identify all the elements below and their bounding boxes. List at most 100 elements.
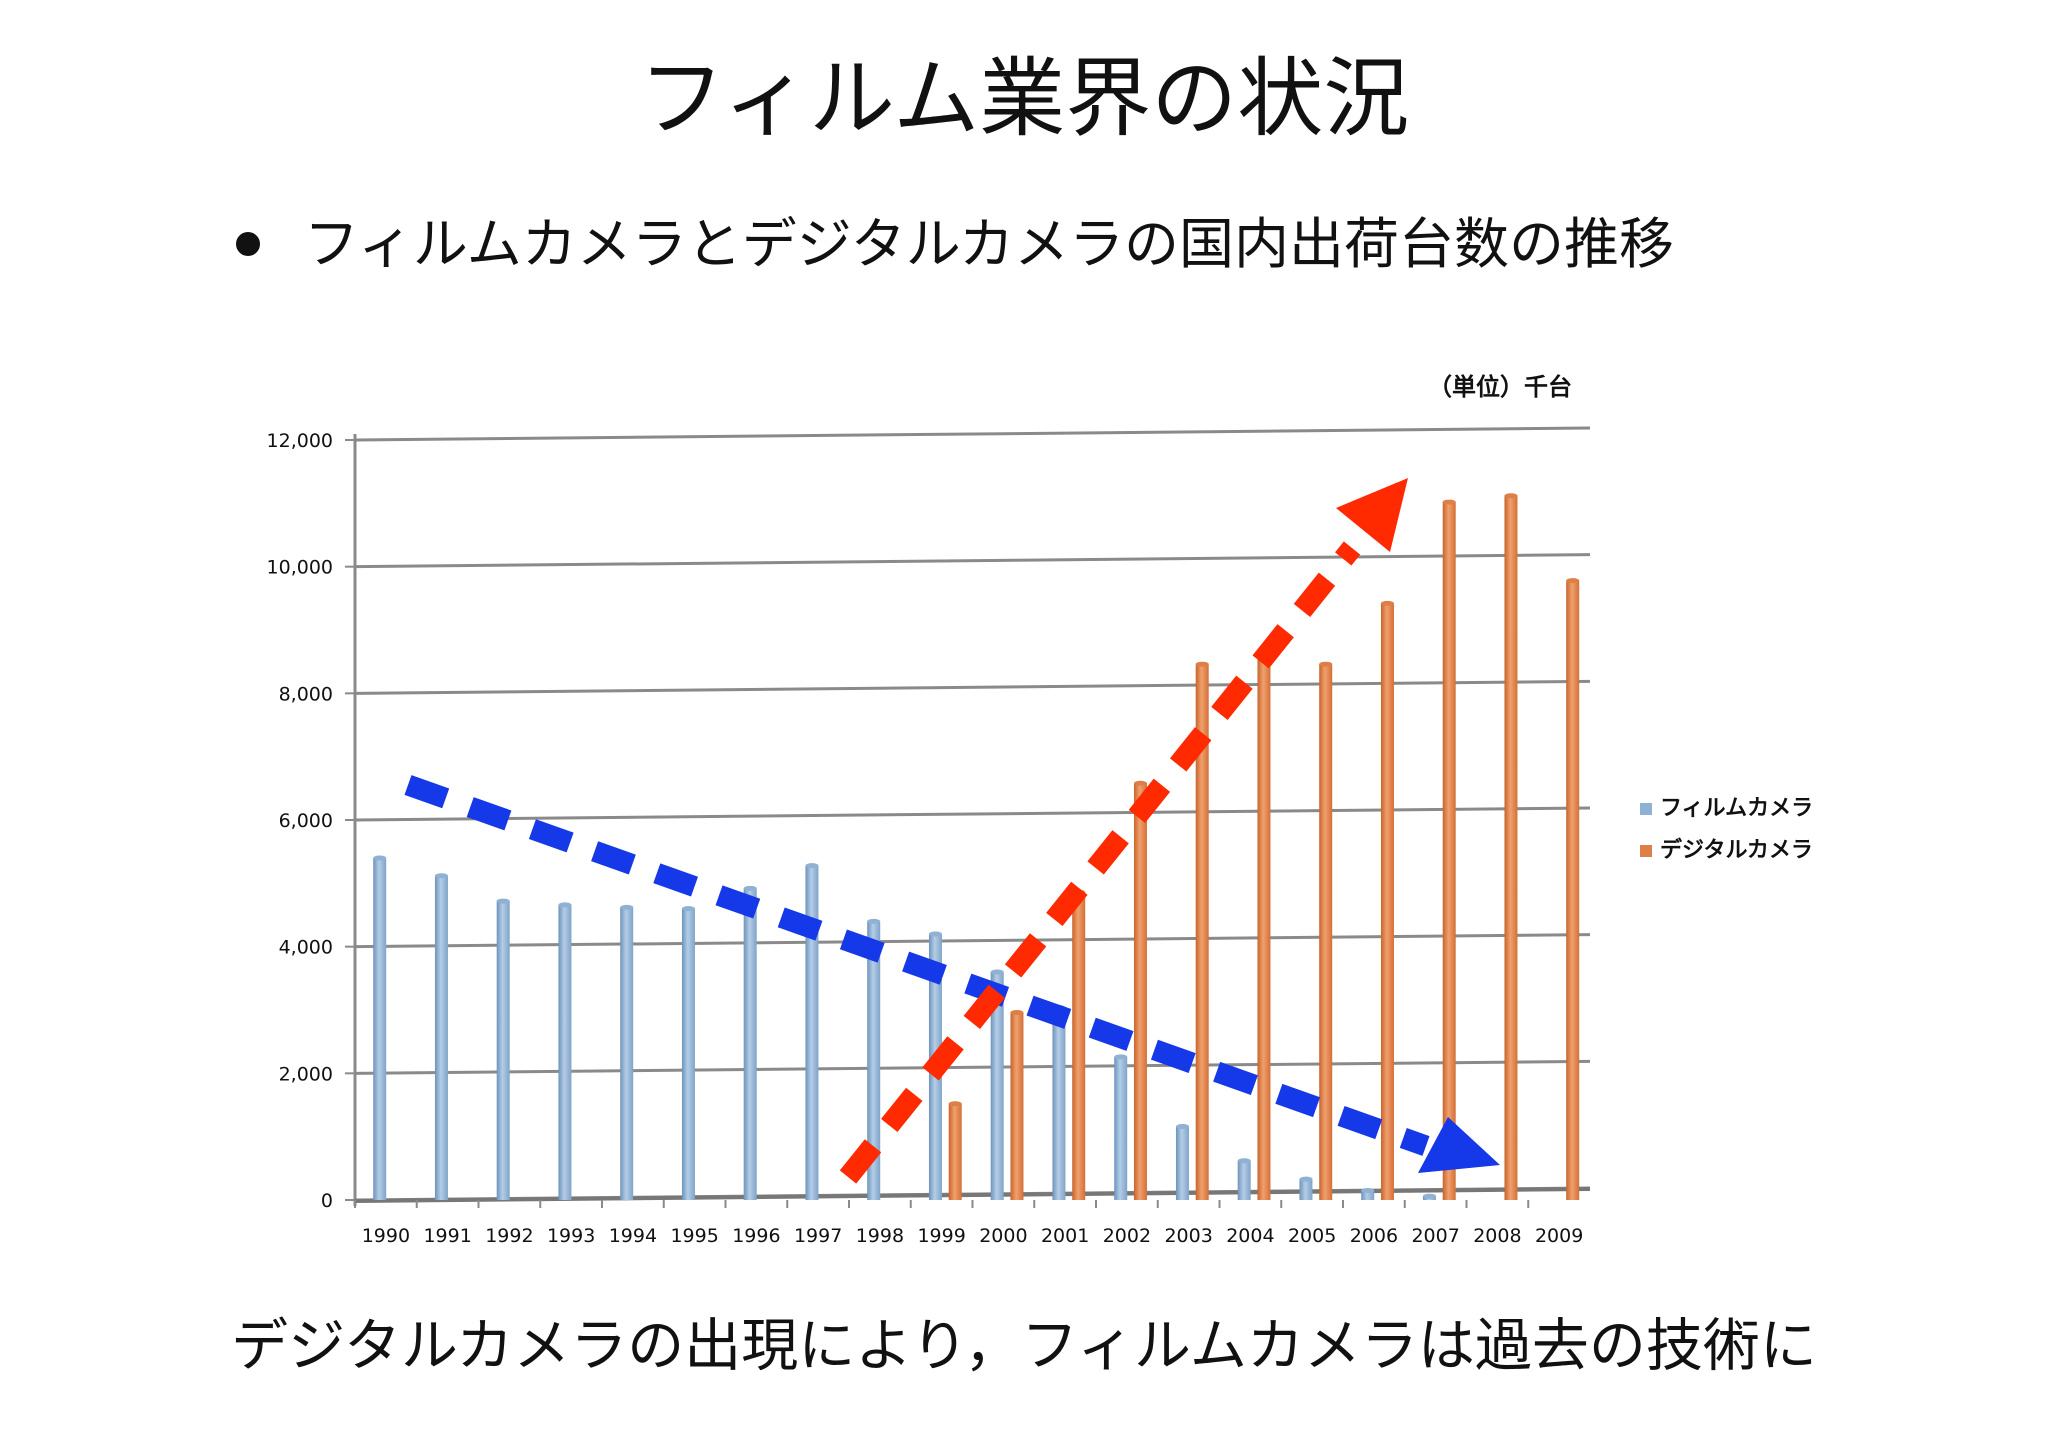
gridline [354,553,1591,569]
x-tick-label: 1997 [794,1225,842,1247]
digital-bar-2001 [1072,892,1086,1200]
legend-label-film: フィルムカメラ [1660,796,1813,821]
x-tick-label: 1993 [547,1225,595,1247]
bullet-dot [236,232,260,257]
digital-bar-cap-1999 [948,1101,962,1107]
film-bar-cap-1994 [620,904,634,910]
digital-bar-2009 [1566,580,1580,1200]
digital-growth-trend-arrow [839,541,1361,1184]
x-tick-label: 2003 [1164,1225,1212,1247]
legend-swatch-digital [1640,845,1652,857]
film-bar-2004 [1237,1160,1251,1200]
digital-bar-2008 [1504,495,1518,1200]
film-bar-cap-1996 [743,885,757,891]
film-bar-cap-1998 [867,918,881,924]
shipment-bar-chart: 0 2,000 4,000 6,000 8,000 10,000 12,000 1990 199… [267,373,1814,1247]
legend-swatch-film [1640,803,1652,815]
film-decline-arrowhead [1418,1117,1500,1173]
gridline [354,806,1591,822]
x-tick-label: 2004 [1226,1225,1274,1247]
x-tick-label: 1996 [732,1225,780,1247]
x-tick-label: 2000 [979,1225,1027,1247]
film-bar-cap-1997 [805,863,819,869]
film-decline-trend-arrow [404,775,1430,1156]
legend-label-digital: デジタルカメラ [1660,837,1813,863]
x-tick-label: 2008 [1473,1225,1521,1247]
film-bar-cap-2000 [990,969,1004,975]
x-tick-label: 2002 [1103,1225,1151,1247]
footer-caption: デジタルカメラの出現により，フィルムカメラは過去の技術に [231,1313,1817,1379]
x-tick-label: 1991 [423,1225,471,1247]
digital-bar-2000 [1010,1012,1024,1200]
film-bar-cap-1991 [434,873,448,879]
film-bar-1996 [743,888,757,1200]
x-tick-label: 2001 [1041,1225,1089,1247]
film-bar-cap-2005 [1299,1176,1313,1182]
x-tick-label: 1998 [856,1225,904,1247]
bullet-text: フィルムカメラとデジタルカメラの国内出荷台数の推移 [304,212,1675,276]
film-bar-2005 [1299,1179,1313,1200]
x-tick-label: 2006 [1350,1225,1398,1247]
film-bar-cap-2002 [1114,1054,1128,1060]
film-bar-cap-1999 [928,931,942,937]
digital-bar-cap-2007 [1442,499,1456,505]
digital-bar-2007 [1442,502,1456,1201]
film-bar-2002 [1114,1056,1128,1200]
digital-bar-2005 [1319,664,1333,1200]
y-tick-label: 2,000 [279,1063,333,1085]
digital-bar-2004 [1257,657,1271,1200]
digital-bar-cap-2003 [1195,661,1209,667]
digital-bar-cap-2000 [1010,1010,1024,1016]
film-bar-2001 [1052,1007,1066,1200]
x-tick-label: 1990 [362,1225,410,1247]
gridline [354,933,1591,949]
y-tick-label: 10,000 [267,557,333,579]
x-tick-label: 1995 [670,1225,718,1247]
film-bar-1998 [867,921,881,1200]
film-bar-1995 [681,908,695,1200]
film-bar-1991 [434,875,448,1200]
film-bar-cap-1992 [496,898,510,904]
y-tick-label: 6,000 [279,810,333,832]
digital-bar-2006 [1380,603,1394,1200]
film-bar-1997 [805,865,819,1200]
bullet-item: フィルムカメラとデジタルカメラの国内出荷台数の推移 [236,214,1674,275]
film-bar-cap-1990 [373,855,387,861]
film-bar-2000 [990,972,1004,1200]
digital-bar-cap-2008 [1504,493,1518,499]
digital-bar-1999 [948,1103,962,1200]
x-tick-label: 1992 [485,1225,533,1247]
gridline [354,1059,1591,1075]
film-bar-1992 [496,901,510,1200]
y-tick-label: 0 [321,1190,333,1212]
digital-bar-2003 [1195,664,1209,1200]
film-bar-cap-2003 [1175,1124,1189,1130]
y-tick-label: 12,000 [267,430,333,452]
x-axis [354,1187,1591,1203]
x-tick-label: 2009 [1535,1225,1583,1247]
digital-bar-cap-2005 [1319,661,1333,667]
slide-title: フィルム業界の状況 [638,49,1410,149]
film-bar-cap-2004 [1237,1158,1251,1164]
film-bar-cap-2006 [1361,1188,1375,1193]
film-bar-1994 [620,907,634,1200]
y-tick-label: 8,000 [279,683,333,705]
film-bar-2003 [1175,1126,1189,1200]
digital-growth-arrowhead [1336,478,1408,552]
unit-label: （単位）千台 [1428,373,1572,401]
x-tick-label: 2007 [1411,1225,1459,1247]
y-tick-label: 4,000 [279,937,333,959]
film-bar-1990 [373,858,387,1200]
x-tick-label: 1994 [609,1225,657,1247]
film-bar-cap-2007 [1422,1193,1436,1199]
x-tick-label: 1999 [917,1225,965,1247]
digital-bar-cap-2002 [1133,780,1147,786]
x-tick-label: 2005 [1288,1225,1336,1247]
digital-bar-cap-2006 [1380,600,1394,606]
film-bar-cap-1993 [558,902,572,908]
digital-bar-2002 [1133,783,1147,1200]
gridline [354,426,1591,442]
film-bar-2006 [1361,1190,1375,1200]
film-bar-1993 [558,904,572,1200]
film-bar-cap-1995 [681,906,695,912]
